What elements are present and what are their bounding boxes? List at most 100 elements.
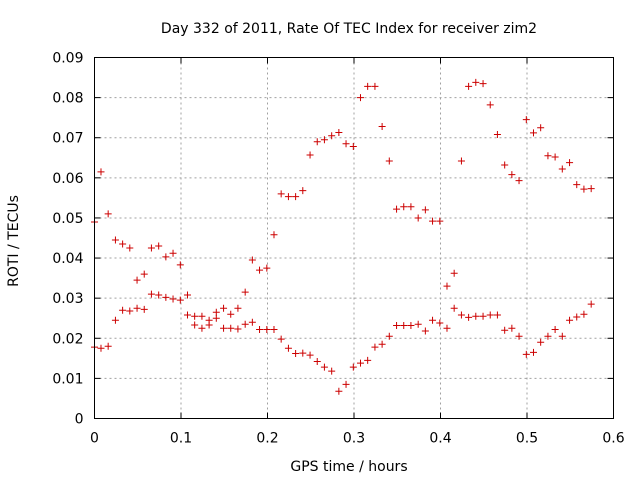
data-point	[234, 325, 242, 333]
tick-labels: 0 0.01 0.02 0.03 0.04 0.05 0.06 0.07 0.08 0.09 0 0.…	[52, 51, 624, 447]
data-point	[356, 359, 364, 367]
x-tick-label: 0	[90, 431, 99, 447]
data-point	[515, 177, 523, 185]
data-point	[522, 116, 530, 124]
data-point	[443, 324, 451, 332]
data-point	[133, 304, 141, 312]
data-point	[429, 316, 437, 324]
data-point	[479, 80, 487, 88]
data-point	[299, 349, 307, 357]
data-point	[220, 324, 228, 332]
data-point	[378, 122, 386, 130]
x-tick-label: 0.4	[429, 431, 451, 447]
data-point	[176, 296, 184, 304]
data-point	[292, 350, 300, 358]
data-point	[162, 253, 170, 261]
data-point	[104, 342, 112, 350]
data-point	[501, 161, 509, 169]
data-point	[256, 325, 264, 333]
data-point	[119, 240, 127, 248]
data-point	[450, 304, 458, 312]
data-point	[587, 185, 595, 193]
y-tick-label: 0.02	[52, 331, 83, 347]
data-point	[356, 94, 364, 102]
x-axis-label: GPS time / hours	[290, 459, 407, 475]
data-point	[537, 124, 545, 132]
data-point	[400, 203, 408, 211]
y-axis-label: ROTI / TECUs	[6, 195, 22, 287]
data-point	[529, 348, 537, 356]
data-point	[284, 193, 292, 201]
y-tick-label: 0.07	[52, 131, 83, 147]
data-point	[284, 344, 292, 352]
data-point	[198, 324, 206, 332]
y-tick-label: 0.09	[52, 51, 83, 67]
data-point	[256, 266, 264, 274]
data-point	[292, 193, 300, 201]
data-point	[162, 293, 170, 301]
data-point	[169, 249, 177, 257]
data-point	[393, 205, 401, 213]
data-point	[328, 367, 336, 375]
data-point	[414, 214, 422, 222]
data-point	[486, 311, 494, 319]
data-point	[320, 363, 328, 371]
data-point	[191, 312, 199, 320]
data-point	[248, 318, 256, 326]
data-point	[529, 129, 537, 137]
data-point	[566, 159, 574, 167]
data-point	[119, 306, 127, 314]
chart-title: Day 332 of 2011, Rate Of TEC Index for r…	[161, 21, 537, 37]
axis-ticks	[94, 57, 614, 419]
data-point	[234, 304, 242, 312]
data-point	[508, 171, 516, 179]
data-point	[486, 101, 494, 109]
x-tick-label: 0.3	[343, 431, 365, 447]
data-point	[465, 313, 473, 321]
data-point	[493, 131, 501, 139]
data-point	[558, 165, 566, 173]
data-point	[508, 324, 516, 332]
data-point	[573, 313, 581, 321]
data-point	[335, 129, 343, 137]
data-point	[342, 380, 350, 388]
data-point	[263, 325, 271, 333]
data-point	[371, 343, 379, 351]
data-point	[241, 288, 249, 296]
data-point	[443, 282, 451, 290]
data-point	[349, 143, 357, 151]
data-point	[501, 326, 509, 334]
data-point	[537, 338, 545, 346]
data-point	[457, 311, 465, 319]
data-point	[580, 185, 588, 193]
data-point	[313, 358, 321, 366]
data-point	[320, 136, 328, 144]
data-point	[421, 206, 429, 214]
data-point	[465, 82, 473, 90]
data-point	[227, 310, 235, 318]
y-tick-label: 0	[75, 412, 84, 428]
data-point	[241, 320, 249, 328]
data-point	[551, 153, 559, 161]
data-point	[169, 295, 177, 303]
data-points	[91, 78, 595, 395]
data-point	[147, 290, 155, 298]
data-point	[270, 325, 278, 333]
data-point	[522, 350, 530, 358]
data-point	[104, 210, 112, 218]
data-point	[111, 236, 119, 244]
data-point	[414, 320, 422, 328]
data-point	[111, 316, 119, 324]
data-point	[155, 242, 163, 250]
data-point	[342, 140, 350, 148]
data-point	[407, 321, 415, 329]
data-point	[147, 244, 155, 252]
data-point	[277, 335, 285, 343]
plot-frame	[94, 57, 614, 419]
data-point	[220, 304, 228, 312]
data-point	[299, 187, 307, 195]
data-point	[248, 256, 256, 264]
data-point	[176, 261, 184, 269]
data-point	[126, 307, 134, 315]
